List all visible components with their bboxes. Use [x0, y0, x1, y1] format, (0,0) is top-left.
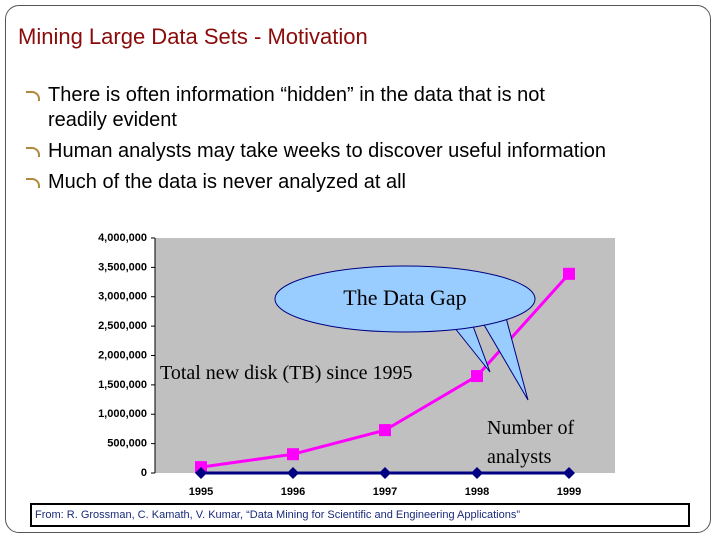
annotation: The Data Gap — [343, 285, 466, 310]
marker — [379, 424, 391, 437]
y-tick-label: 1,000,000 — [98, 408, 147, 420]
y-tick-label: 3,000,000 — [98, 291, 147, 303]
x-tick-label: 1996 — [281, 486, 305, 498]
y-tick-label: 500,000 — [107, 438, 147, 450]
x-tick-label: 1999 — [557, 486, 581, 498]
series-label: Total new disk (TB) since 1995 — [160, 362, 413, 384]
bullet: There is often information “hidden” in t… — [22, 83, 608, 133]
bullet: Much of the data is never analyzed at al… — [22, 170, 608, 195]
y-tick-label: 4,000,000 — [98, 232, 147, 244]
marker — [471, 467, 483, 479]
y-tick-label: 2,500,000 — [98, 320, 147, 332]
y-tick-label: 2,000,000 — [98, 349, 147, 361]
y-tick-label: 1,500,000 — [98, 379, 147, 391]
marker — [287, 467, 299, 479]
marker — [563, 467, 575, 479]
callout — [274, 265, 536, 333]
x-tick-label: 1998 — [465, 486, 489, 498]
callout-joint — [447, 314, 503, 326]
series-label: Number of analysts — [487, 417, 575, 468]
bullet-list: There is often information “hidden” in t… — [22, 83, 622, 201]
slide-title: Mining Large Data Sets - Motivation — [18, 24, 368, 49]
plot: 0 500,000 1,000,000 1,500,000 2,000,000 2,500… — [98, 232, 581, 498]
marker — [379, 467, 391, 479]
source-note: From: R. Grossman, C. Kamath, V. Kumar, … — [30, 503, 690, 527]
slide-frame — [5, 5, 711, 533]
y-tick-label: 3,500,000 — [98, 261, 147, 273]
marker — [563, 267, 575, 280]
x-tick-label: 1997 — [373, 486, 397, 498]
marker — [195, 467, 207, 479]
y-tick-label: 0 — [141, 467, 147, 479]
bullet: Human analysts may take weeks to discove… — [22, 139, 608, 164]
marker — [471, 370, 483, 383]
x-tick-label: 1995 — [189, 486, 213, 498]
marker — [287, 448, 299, 461]
